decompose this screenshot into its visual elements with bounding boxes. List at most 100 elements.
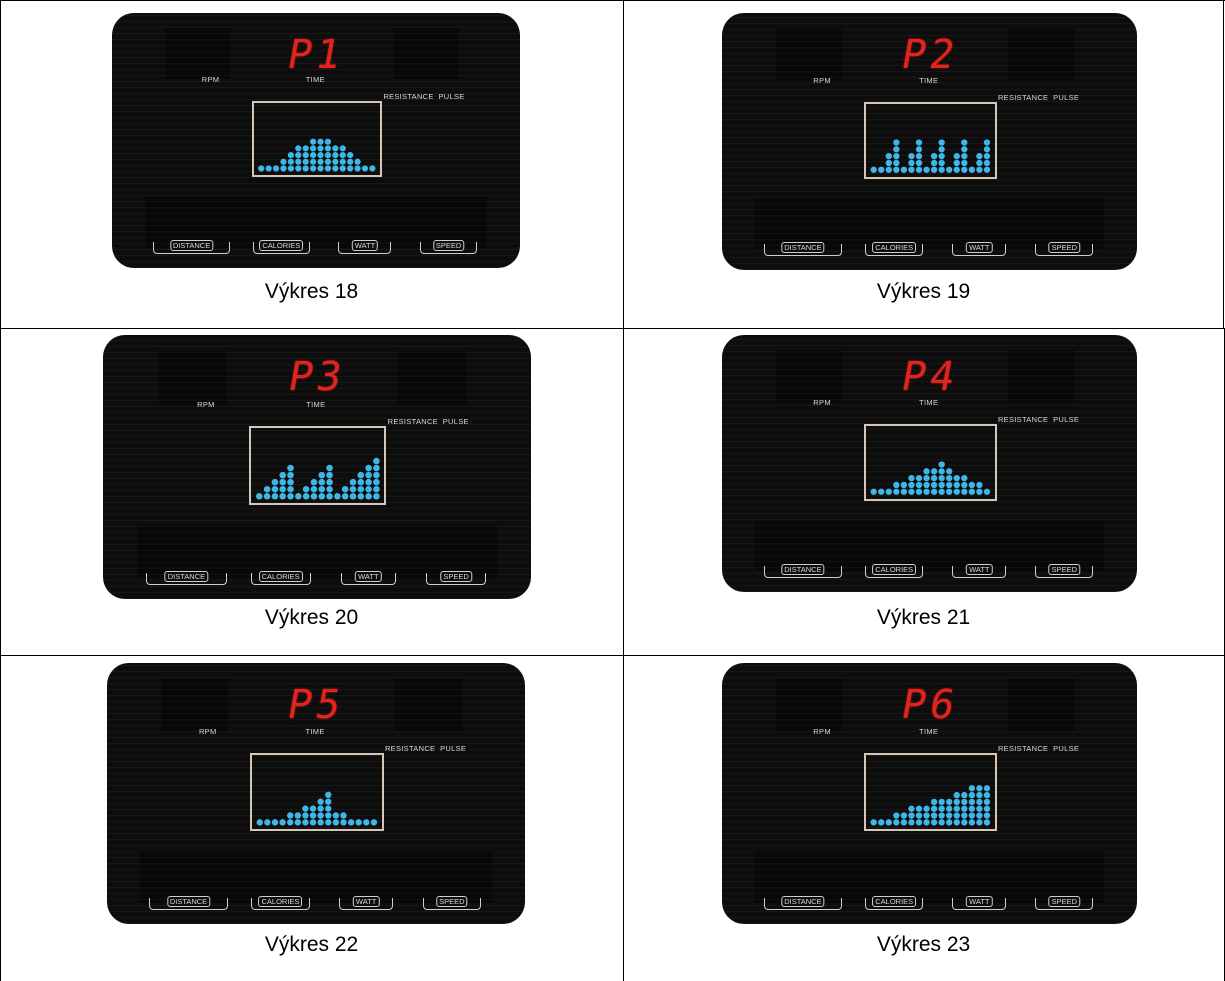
profile-dot	[885, 488, 892, 495]
profile-dot	[317, 158, 324, 165]
console-display: P1 RPM TIME RESISTANCE PULSE DISTANCE CALORIE…	[112, 13, 520, 268]
watt-button[interactable]: WATT	[340, 571, 397, 585]
profile-dot	[317, 812, 324, 819]
profile-dot	[930, 481, 938, 489]
calories-button[interactable]: CALORIES	[251, 896, 310, 910]
profile-dot	[287, 158, 294, 165]
profile-dot	[946, 488, 953, 495]
profile-dot	[976, 152, 983, 160]
segment-window	[398, 350, 467, 404]
speed-button[interactable]: SPEED	[426, 571, 487, 585]
profile-dot	[324, 165, 332, 172]
profile-dot	[938, 152, 945, 160]
speed-button[interactable]: SPEED	[1035, 896, 1094, 910]
profile-dot	[946, 481, 953, 489]
profile-dot	[347, 158, 354, 165]
profile-dot	[968, 481, 976, 489]
profile-dot	[923, 812, 930, 819]
resistance-pulse-label: RESISTANCE PULSE	[997, 92, 1080, 102]
watt-button[interactable]: WATT	[338, 240, 392, 254]
watt-button-label: WATT	[351, 240, 379, 251]
distance-button[interactable]: DISTANCE	[152, 240, 231, 254]
profile-dot	[953, 152, 960, 160]
profile-dot	[325, 819, 332, 826]
profile-dot	[915, 146, 923, 153]
figure-caption: Výkres 18	[264, 280, 359, 303]
profile-dot	[287, 151, 294, 159]
profile-dot	[287, 464, 294, 472]
profile-dot	[976, 805, 983, 812]
profile-dot	[295, 145, 302, 152]
profile-dot	[908, 819, 915, 826]
watt-button[interactable]: WATT	[338, 896, 394, 910]
profile-dot	[968, 812, 976, 819]
profile-dot	[908, 812, 915, 819]
profile-dot	[900, 488, 908, 495]
profile-dot	[347, 819, 355, 826]
profile-dot	[349, 485, 357, 493]
profile-dot	[938, 166, 945, 173]
speed-button[interactable]: SPEED	[420, 240, 478, 254]
profile-dot	[946, 805, 953, 812]
profile-dot	[946, 798, 953, 806]
profile-dot	[961, 166, 968, 173]
calories-button[interactable]: CALORIES	[865, 242, 924, 256]
profile-dot	[961, 152, 968, 160]
watt-button-label: WATT	[966, 896, 993, 907]
table-border-right	[1223, 0, 1224, 328]
profile-dot	[317, 165, 324, 172]
figure-caption: Výkres 20	[264, 606, 359, 629]
speed-button[interactable]: SPEED	[1035, 242, 1094, 256]
profile-dot	[373, 457, 380, 465]
distance-button[interactable]: DISTANCE	[763, 896, 843, 910]
figure-caption: Výkres 21	[876, 606, 971, 629]
distance-button[interactable]: DISTANCE	[145, 571, 228, 585]
profile-dot	[357, 471, 365, 479]
distance-button-label: DISTANCE	[781, 242, 825, 253]
profile-dot	[324, 158, 332, 165]
speed-button[interactable]: SPEED	[422, 896, 482, 910]
profile-dot	[961, 488, 968, 495]
distance-button[interactable]: DISTANCE	[763, 242, 843, 256]
profile-dot	[354, 165, 361, 172]
calories-button[interactable]: CALORIES	[250, 571, 311, 585]
profile-dot	[325, 812, 332, 819]
profile-dot	[365, 464, 372, 472]
profile-dot	[961, 481, 968, 489]
console-display: P3 RPM TIME RESISTANCE PULSE DISTANCE CALORIE…	[103, 335, 531, 599]
profile-dot	[280, 165, 287, 172]
profile-dot	[256, 492, 263, 500]
profile-frame	[249, 753, 384, 832]
calories-button[interactable]: CALORIES	[865, 564, 924, 578]
figure-caption: Výkres 19	[876, 280, 971, 303]
profile-dot	[968, 791, 976, 799]
calories-button[interactable]: CALORIES	[252, 240, 310, 254]
distance-button[interactable]: DISTANCE	[763, 564, 843, 578]
profile-dot	[893, 166, 900, 173]
watt-button[interactable]: WATT	[952, 896, 1007, 910]
profile-dot	[295, 158, 302, 165]
distance-button[interactable]: DISTANCE	[148, 896, 229, 910]
profile-dot	[983, 785, 991, 792]
profile-dot	[373, 492, 380, 500]
profile-dot	[953, 159, 960, 167]
segment-window	[775, 350, 843, 402]
profile-dot	[953, 488, 960, 495]
speed-button-label: SPEED	[436, 896, 468, 907]
profile-dot	[357, 485, 365, 493]
profile-dot	[938, 146, 945, 153]
profile-dot	[983, 152, 991, 160]
profile-dot	[968, 488, 976, 495]
distance-button-label: DISTANCE	[164, 571, 209, 582]
watt-button[interactable]: WATT	[952, 564, 1007, 578]
watt-button[interactable]: WATT	[952, 242, 1007, 256]
segment-window	[1008, 678, 1075, 731]
calories-button[interactable]: CALORIES	[865, 896, 924, 910]
speed-button[interactable]: SPEED	[1035, 564, 1094, 578]
profile-dot	[339, 158, 346, 165]
profile-dot	[265, 165, 272, 172]
profile-dot	[279, 492, 286, 500]
profile-dot	[878, 166, 885, 173]
profile-dot	[930, 819, 938, 826]
speed-button-label: SPEED	[1048, 896, 1081, 907]
